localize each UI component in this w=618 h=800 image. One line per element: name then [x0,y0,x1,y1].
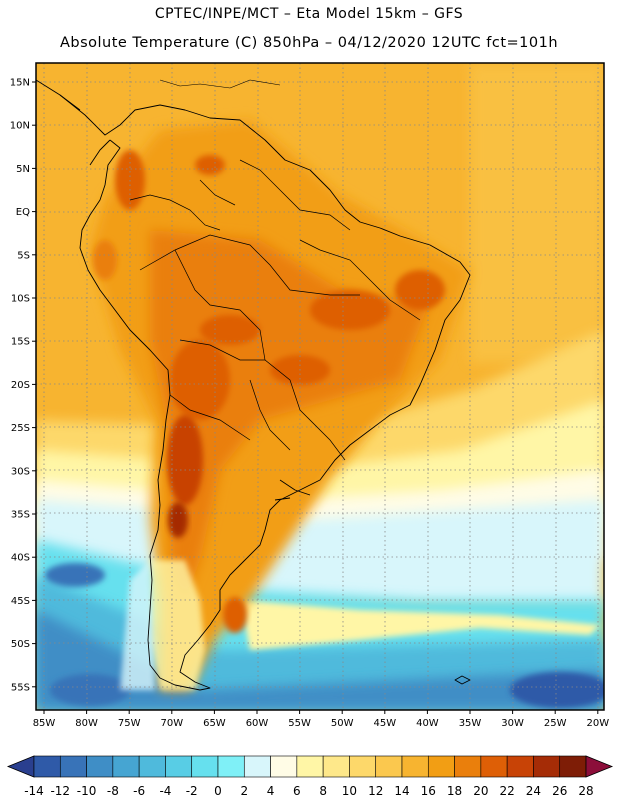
title-line-2: Absolute Temperature (C) 850hPa – 04/12/… [59,35,559,51]
lon-label: 50W [331,718,354,729]
lon-label: 40W [416,718,439,729]
colorbar-label: 16 [421,784,436,798]
colorbar-swatch [427,755,455,778]
colorbar-label: -10 [77,784,97,798]
lon-label: 60W [246,718,269,729]
lon-label: 25W [544,718,567,729]
colorbar-label: 10 [342,784,357,798]
colorbar-swatch [112,755,140,778]
colorbar-swatch [401,755,429,778]
colorbar-label: -6 [133,784,145,798]
lon-label: 45W [373,718,396,729]
lat-label: 40S [11,553,30,564]
colorbar-swatch [454,755,482,778]
colorbar-swatch [533,755,561,778]
lat-label: 10S [11,294,30,305]
lat-label: 5S [17,250,30,261]
country-borders [129,159,421,461]
colorbar-min-arrow [6,755,35,778]
lon-label: 80W [75,718,98,729]
colorbar-label: 20 [473,784,488,798]
colorbar-swatch [349,755,377,778]
lon-label: 30W [501,718,524,729]
central-america-coast [59,94,111,166]
colorbar-swatch [506,755,534,778]
gridlines [36,63,604,710]
colorbar: -14 -12 -10 -8 -6 -4 -2 0 2 4 6 8 10 12 14 16 18 20 22 24 26… [6,755,614,798]
coastlines [36,79,471,691]
rio-de-la-plata [274,479,311,501]
colorbar-swatch [243,755,271,778]
lon-label: 55W [288,718,311,729]
colorbar-swatch [33,755,61,778]
lat-label: 5N [16,164,30,175]
lat-label: 25S [11,423,30,434]
title-line-1: CPTEC/INPE/MCT – Eta Model 15km – GFS [154,6,464,22]
lon-label: 65W [203,718,226,729]
colorbar-swatch [59,755,87,778]
colorbar-label: 6 [293,784,301,798]
lon-label: 35W [459,718,482,729]
longitude-axis: 85W 80W 75W 70W 65W 60W 55W 50W 45W 40W 35W 30W 25W 2… [33,710,609,729]
lon-label: 20W [586,718,609,729]
colorbar-label: 14 [394,784,409,798]
colorbar-swatch [191,755,219,778]
colorbar-swatch [296,755,324,778]
colorbar-label: 22 [500,784,515,798]
lat-label: 10N [10,121,30,132]
lat-label: 50S [11,639,30,650]
caribbean-islands [159,79,281,89]
lon-label: 70W [160,718,183,729]
colorbar-swatch [375,755,403,778]
colorbar-swatch [165,755,193,778]
colorbar-swatch [270,755,298,778]
colorbar-max-arrow [585,755,614,778]
lat-label: 15S [11,337,30,348]
colorbar-label: 18 [447,784,462,798]
lat-label: 35S [11,510,30,521]
colorbar-label: 0 [214,784,222,798]
south-america-coastline [36,79,471,691]
colorbar-label: -14 [24,784,44,798]
colorbar-label: 12 [368,784,383,798]
lat-label: 15N [10,78,30,89]
colorbar-swatch [217,755,245,778]
lon-label: 75W [118,718,141,729]
colorbar-swatch [480,755,508,778]
lat-label: 55S [11,682,30,693]
temperature-field [36,63,604,710]
lat-label: 30S [11,466,30,477]
map-frame [35,62,605,711]
colorbar-label: -12 [50,784,70,798]
falkland-island [454,675,471,685]
lon-label: 85W [33,718,56,729]
colorbar-label: 4 [267,784,275,798]
colorbar-label: -8 [107,784,119,798]
lat-label: 45S [11,596,30,607]
colorbar-swatch [86,755,114,778]
colorbar-label: -2 [186,784,198,798]
colorbar-swatch [559,755,587,778]
colorbar-label: 8 [319,784,327,798]
lat-label: EQ [16,207,30,218]
lat-label: 20S [11,380,30,391]
latitude-axis: 15N 10N 5N EQ 5S 10S 15S 20S 25S 30S 35S 40S 45S 50S 5… [10,78,36,693]
colorbar-label: -4 [159,784,171,798]
colorbar-swatch [138,755,166,778]
colorbar-label: 26 [552,784,567,798]
colorbar-label: 24 [526,784,541,798]
colorbar-swatch [322,755,350,778]
colorbar-label: 2 [240,784,248,798]
colorbar-label: 28 [578,784,593,798]
